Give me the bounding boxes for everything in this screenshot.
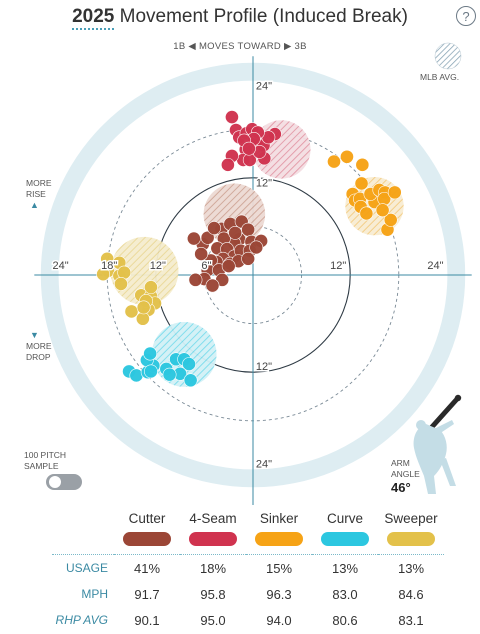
toggle-knob — [49, 476, 61, 488]
pitch-toggle-cutter[interactable] — [123, 531, 171, 546]
more-rise-label: MORE RISE ▲ — [26, 178, 52, 210]
usage-sinker: 15% — [246, 554, 312, 581]
pitch-toggle-sinker[interactable] — [255, 531, 303, 546]
pitch-toggle-sweeper[interactable] — [387, 531, 435, 546]
rhp-avg-curve: 80.6 — [332, 612, 358, 628]
usage-sweeper: 13% — [378, 554, 444, 581]
rhp-avg-cutter: 90.1 — [134, 612, 160, 628]
pitch-stats-table: Cutter 4-Seam Sinker Curve Sweeper USAGE… — [52, 508, 444, 633]
point-sinker-8 — [359, 206, 374, 221]
tick-top-1-halo: 12" — [256, 178, 272, 190]
tick-right-0-halo: 12" — [330, 260, 346, 272]
point-sinker-3 — [354, 176, 369, 191]
rhp-avg-sinker: 94.0 — [266, 612, 292, 628]
mph-sweeper: 84.6 — [398, 586, 424, 602]
pitch-header-sweeper: Sweeper — [384, 510, 438, 526]
mph-4-seam: 95.8 — [200, 586, 226, 602]
pitch-header-sinker: Sinker — [259, 510, 299, 526]
row-label-rhp-avg: RHP AVG — [55, 613, 108, 627]
point-4-seam-0 — [225, 110, 239, 124]
movement-chart: 24"24" 18"18" 12"12" 6"6" 12"12" 24"24"24"24"… — [34, 56, 472, 505]
tick-bottom-0-halo: 12" — [256, 361, 272, 373]
tick-left-2: 12" — [150, 260, 166, 272]
point-cutter-28 — [205, 278, 220, 293]
mph-cutter: 91.7 — [134, 586, 160, 602]
tick-bottom-1: 24" — [256, 458, 272, 470]
point-cutter-20 — [241, 251, 256, 266]
tick-bottom-1-halo: 24" — [256, 458, 272, 470]
season-year[interactable]: 2025 — [72, 6, 115, 30]
tick-right-1-halo: 24" — [427, 260, 443, 272]
point-curve-10 — [182, 357, 196, 371]
tick-left-2-halo: 12" — [150, 260, 166, 272]
mlb-avg-sweeper — [110, 236, 179, 305]
pitch-header-curve: Curve — [326, 510, 363, 526]
tick-left-1: 18" — [101, 260, 117, 272]
pitch-sample-toggle[interactable] — [46, 474, 82, 490]
usage-4-seam: 18% — [180, 554, 246, 581]
point-curve-5 — [143, 346, 158, 361]
point-sweeper-7 — [124, 304, 139, 319]
point-sinker-17 — [375, 203, 390, 218]
direction-label: 1B ◀ MOVES TOWARD ▶ 3B — [173, 41, 307, 52]
tick-right-0: 12" — [330, 260, 346, 272]
point-4-seam-19 — [242, 141, 256, 156]
tick-top-0: 24" — [256, 81, 272, 93]
row-label-mph: MPH — [81, 587, 108, 601]
mlb-avg-label: MLB AVG. — [420, 72, 460, 82]
mph-curve: 83.0 — [332, 586, 358, 602]
more-drop-label: ▼ MORE DROP — [26, 330, 52, 362]
pitch-toggle-curve[interactable] — [321, 531, 369, 546]
pitch-sample-label: 100 PITCH SAMPLE — [24, 450, 67, 471]
point-sinker-16 — [383, 213, 398, 227]
point-sweeper-6 — [114, 277, 128, 291]
point-sinker-0 — [327, 154, 341, 169]
tick-left-1-halo: 18" — [101, 260, 117, 272]
row-label-usage: USAGE — [52, 554, 114, 581]
arm-angle-label: ARM ANGLE — [391, 458, 420, 479]
pitch-header-4-seam: 4-Seam — [189, 510, 237, 526]
point-cutter-33 — [249, 240, 264, 255]
pitch-header-cutter: Cutter — [128, 510, 166, 526]
rhp-avg-sweeper: 83.1 — [398, 612, 424, 628]
point-cutter-29 — [188, 272, 203, 287]
tick-bottom-0: 12" — [256, 361, 272, 373]
tick-left-0: 24" — [53, 260, 69, 272]
tick-left-0-halo: 24" — [53, 260, 69, 272]
pitcher-figure-icon — [413, 394, 462, 494]
point-cutter-22 — [186, 231, 201, 246]
point-curve-12 — [183, 373, 198, 388]
mlb-avg-icon — [434, 42, 462, 70]
tick-right-1: 24" — [427, 260, 443, 272]
page-title: 2025 Movement Profile (Induced Break) — [0, 6, 480, 30]
point-sweeper-5 — [96, 267, 111, 282]
point-cutter-30 — [200, 230, 215, 245]
point-4-seam-10 — [220, 157, 235, 172]
usage-cutter: 41% — [114, 554, 180, 581]
point-cutter-31 — [207, 221, 222, 235]
tick-left-3-halo: 6" — [201, 260, 211, 272]
point-sinker-1 — [340, 149, 354, 164]
point-sinker-2 — [355, 157, 370, 172]
point-sweeper-13 — [144, 280, 158, 295]
rhp-avg-4-seam: 95.0 — [200, 612, 226, 628]
tick-top-1: 12" — [256, 178, 272, 190]
tick-top-0-halo: 24" — [256, 81, 272, 93]
point-cutter-32 — [221, 259, 236, 273]
point-cutter-23 — [194, 247, 209, 261]
point-curve-7 — [144, 364, 158, 379]
point-cutter-19 — [228, 225, 243, 240]
pitch-toggle-4-seam[interactable] — [189, 531, 237, 546]
point-curve-13 — [162, 367, 177, 382]
help-icon[interactable]: ? — [456, 6, 476, 26]
title-text: Movement Profile (Induced Break) — [119, 6, 408, 27]
tick-left-3: 6" — [201, 260, 211, 272]
usage-curve: 13% — [312, 554, 378, 581]
mph-sinker: 96.3 — [266, 586, 292, 602]
arm-angle-value: 46° — [391, 480, 411, 495]
point-sinker-14 — [387, 185, 402, 200]
point-sweeper-15 — [136, 300, 151, 315]
